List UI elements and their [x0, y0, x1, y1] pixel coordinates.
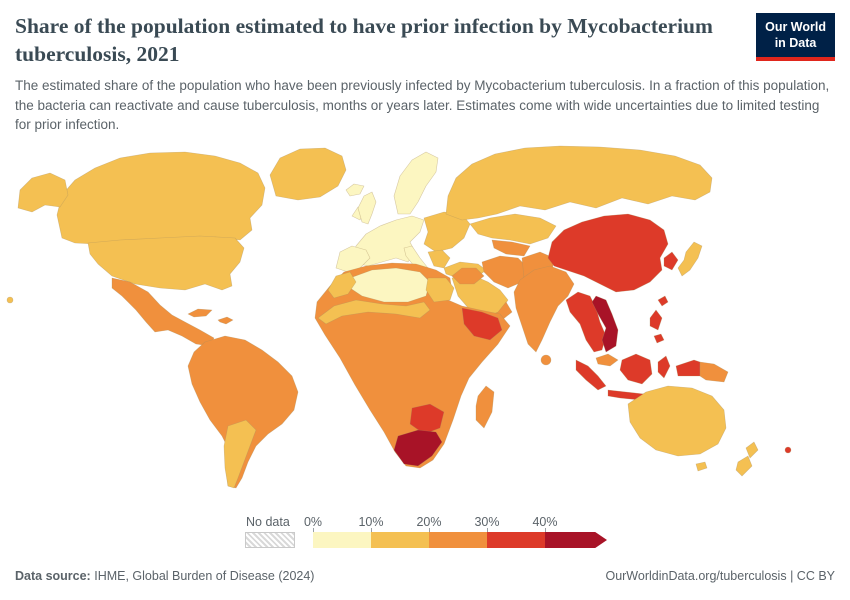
region-sulawesi[interactable]	[657, 355, 671, 379]
page-title: Share of the population estimated to hav…	[15, 14, 713, 67]
region-fiji[interactable]	[784, 446, 792, 454]
region-west-papua[interactable]	[675, 359, 701, 377]
region-papua-new-guinea[interactable]	[699, 361, 729, 383]
tick-label-30: 30%	[474, 515, 500, 529]
region-central-asia[interactable]	[491, 239, 531, 257]
region-argentina-chile[interactable]	[223, 419, 257, 489]
region-cuba[interactable]	[187, 308, 213, 318]
region-borneo[interactable]	[619, 353, 653, 385]
owid-logo-red-bar	[756, 56, 835, 61]
region-greenland[interactable]	[269, 147, 347, 201]
region-russia[interactable]	[445, 145, 713, 221]
region-egypt[interactable]	[425, 277, 455, 303]
region-china[interactable]	[547, 213, 669, 293]
legend-tick	[371, 528, 372, 532]
chart-subtitle: The estimated share of the population wh…	[15, 78, 830, 133]
region-uk[interactable]	[357, 191, 377, 225]
region-malaysia[interactable]	[595, 353, 619, 367]
region-canada[interactable]	[56, 151, 266, 245]
no-data-swatch[interactable]	[245, 532, 295, 548]
region-alaska[interactable]	[17, 172, 69, 213]
owid-logo-line2: in Data	[774, 36, 817, 51]
tick-label-40: 40%	[532, 515, 558, 529]
region-hawaii[interactable]	[6, 296, 14, 304]
legend-swatch-20-30[interactable]	[429, 532, 487, 548]
region-balkans[interactable]	[427, 249, 451, 269]
license-label: CC BY	[796, 569, 835, 583]
region-taiwan[interactable]	[657, 295, 669, 307]
region-algeria-libya[interactable]	[349, 267, 431, 303]
region-korea[interactable]	[663, 251, 679, 271]
color-scale: 0% 10% 20% 30% 40%	[304, 515, 623, 551]
legend-swatch-10-20[interactable]	[371, 532, 429, 548]
legend-swatch-0-10[interactable]	[313, 532, 371, 548]
region-iceland[interactable]	[345, 183, 365, 197]
data-source-label: Data source:	[15, 569, 91, 583]
legend-swatch-40-plus[interactable]	[545, 532, 607, 548]
region-india[interactable]	[513, 265, 575, 353]
region-sumatra[interactable]	[575, 359, 607, 391]
attribution: OurWorldinData.org/tuberculosis | CC BY	[605, 569, 835, 583]
region-south-america[interactable]	[187, 335, 299, 489]
tick-label-10: 10%	[358, 515, 384, 529]
region-philippines[interactable]	[649, 309, 663, 331]
region-morocco[interactable]	[327, 271, 357, 299]
region-madagascar[interactable]	[475, 385, 495, 429]
region-philippines-south[interactable]	[653, 333, 665, 344]
region-japan[interactable]	[677, 241, 703, 277]
no-data-label: No data	[246, 515, 290, 529]
owid-url-link[interactable]: OurWorldinData.org/tuberculosis	[605, 569, 787, 583]
attribution-separator: |	[790, 569, 794, 583]
region-usa[interactable]	[87, 235, 245, 291]
legend-swatch-30-40[interactable]	[487, 532, 545, 548]
region-sahel[interactable]	[317, 299, 431, 325]
region-australia[interactable]	[627, 385, 727, 457]
region-south-africa[interactable]	[393, 429, 443, 467]
region-kazakhstan[interactable]	[469, 213, 557, 245]
region-zimbabwe-botswana[interactable]	[409, 403, 445, 435]
region-tasmania[interactable]	[695, 461, 708, 472]
region-africa[interactable]	[314, 262, 511, 469]
legend-tick	[545, 528, 546, 532]
tick-label-0: 0%	[303, 515, 323, 529]
owid-logo-line1: Our World	[765, 20, 826, 34]
region-ethiopia[interactable]	[461, 307, 503, 341]
legend-tick	[487, 528, 488, 532]
region-hispaniola[interactable]	[217, 316, 234, 325]
data-source-text: IHME, Global Burden of Disease (2024)	[94, 569, 315, 583]
map-legend: No data 0% 10% 20% 30% 40%	[245, 515, 625, 551]
tick-label-20: 20%	[416, 515, 442, 529]
legend-tick	[429, 528, 430, 532]
owid-logo[interactable]: Our World in Data	[756, 13, 835, 61]
region-sri-lanka[interactable]	[540, 354, 552, 366]
data-source: Data source: IHME, Global Burden of Dise…	[15, 569, 314, 583]
chart-footer: Data source: IHME, Global Burden of Dise…	[15, 569, 835, 583]
region-iraq-levant[interactable]	[451, 267, 485, 285]
region-scandinavia[interactable]	[393, 151, 439, 215]
region-new-zealand-north[interactable]	[745, 441, 759, 459]
region-vietnam-cambodia[interactable]	[591, 295, 619, 353]
legend-tick	[313, 528, 314, 532]
region-new-zealand-south[interactable]	[735, 455, 753, 477]
